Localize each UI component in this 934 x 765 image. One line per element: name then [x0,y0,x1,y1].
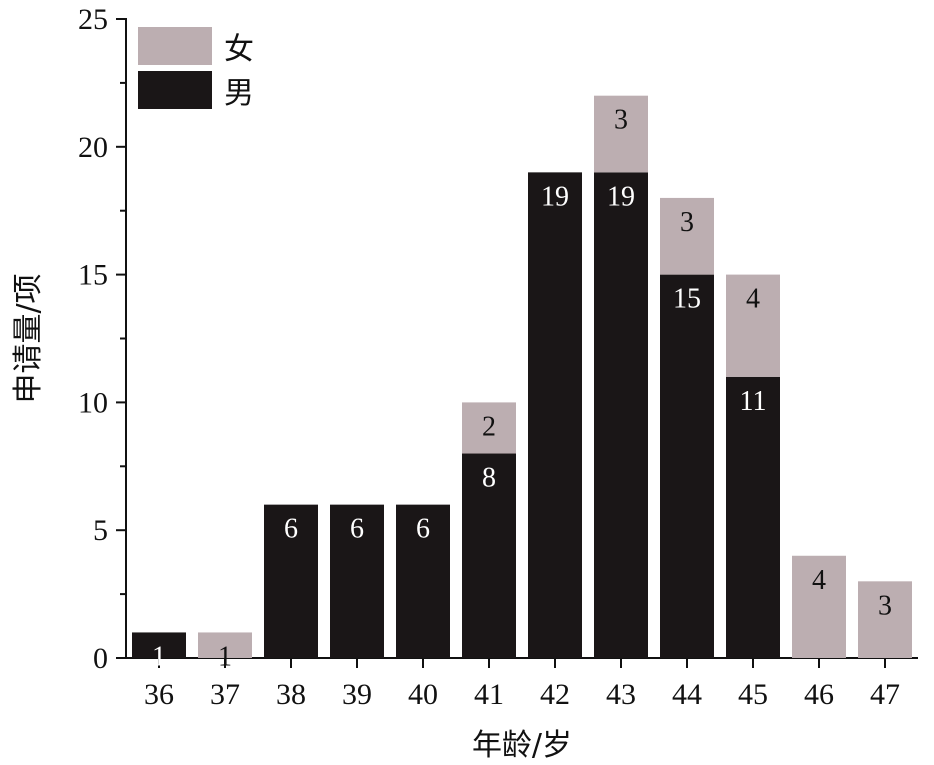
y-axis-label: 申请量/项 [11,273,46,403]
bar-segment [660,197,714,275]
x-tick-label: 40 [408,678,438,711]
bar-value-label: 6 [350,514,364,545]
x-tick-label: 43 [606,678,636,711]
x-tick-label: 37 [210,678,240,711]
bar-segment [396,504,450,658]
bar-segment [528,172,582,659]
bar-value-label: 15 [673,284,701,315]
x-axis-label: 年龄/岁 [472,728,572,763]
bar-segment [858,581,912,658]
y-tick-label: 5 [93,514,108,547]
bar-value-label: 19 [541,181,569,212]
bar-value-label: 6 [416,514,430,545]
legend-label: 女 [224,32,254,67]
bar-segment [264,504,318,658]
bar-value-label: 8 [482,463,496,494]
bar-value-label: 1 [218,641,232,672]
x-tick-label: 41 [474,678,504,711]
bar-segment [726,376,780,658]
x-tick-label: 44 [672,678,702,711]
bar-value-label: 6 [284,514,298,545]
bar-value-label: 4 [812,565,826,596]
legend-label: 男 [224,76,254,111]
legend-swatch [138,27,212,65]
bar-segment [462,402,516,454]
y-tick-label: 20 [78,131,108,164]
x-tick-label: 39 [342,678,372,711]
bar-value-label: 3 [878,590,892,621]
y-tick-label: 10 [78,386,108,419]
bar-value-label: 3 [614,105,628,136]
bar-value-label: 1 [152,641,166,672]
bar-value-label: 4 [746,284,760,315]
bar-value-label: 2 [482,411,496,442]
bar-segment [792,555,846,658]
y-tick-label: 25 [78,3,108,36]
x-tick-label: 46 [804,678,834,711]
legend: 女男 [138,27,254,111]
x-tick-label: 38 [276,678,306,711]
y-tick-label: 15 [78,259,108,292]
bar-segment [594,172,648,659]
x-tick-label: 45 [738,678,768,711]
bar-segment [462,453,516,658]
bar-value-label: 19 [607,181,635,212]
legend-swatch [138,71,212,109]
bar-segment [198,632,252,658]
bar-value-label: 11 [740,386,767,417]
bar-segment [726,274,780,377]
x-tick-label: 47 [870,678,900,711]
bar-segment [594,95,648,173]
x-tick-label: 42 [540,678,570,711]
y-tick-label: 0 [93,642,108,675]
bar-value-label: 3 [680,207,694,238]
bar-segment [330,504,384,658]
bar-segment [132,632,186,658]
bar-segment [660,274,714,658]
x-tick-label: 36 [144,678,174,711]
